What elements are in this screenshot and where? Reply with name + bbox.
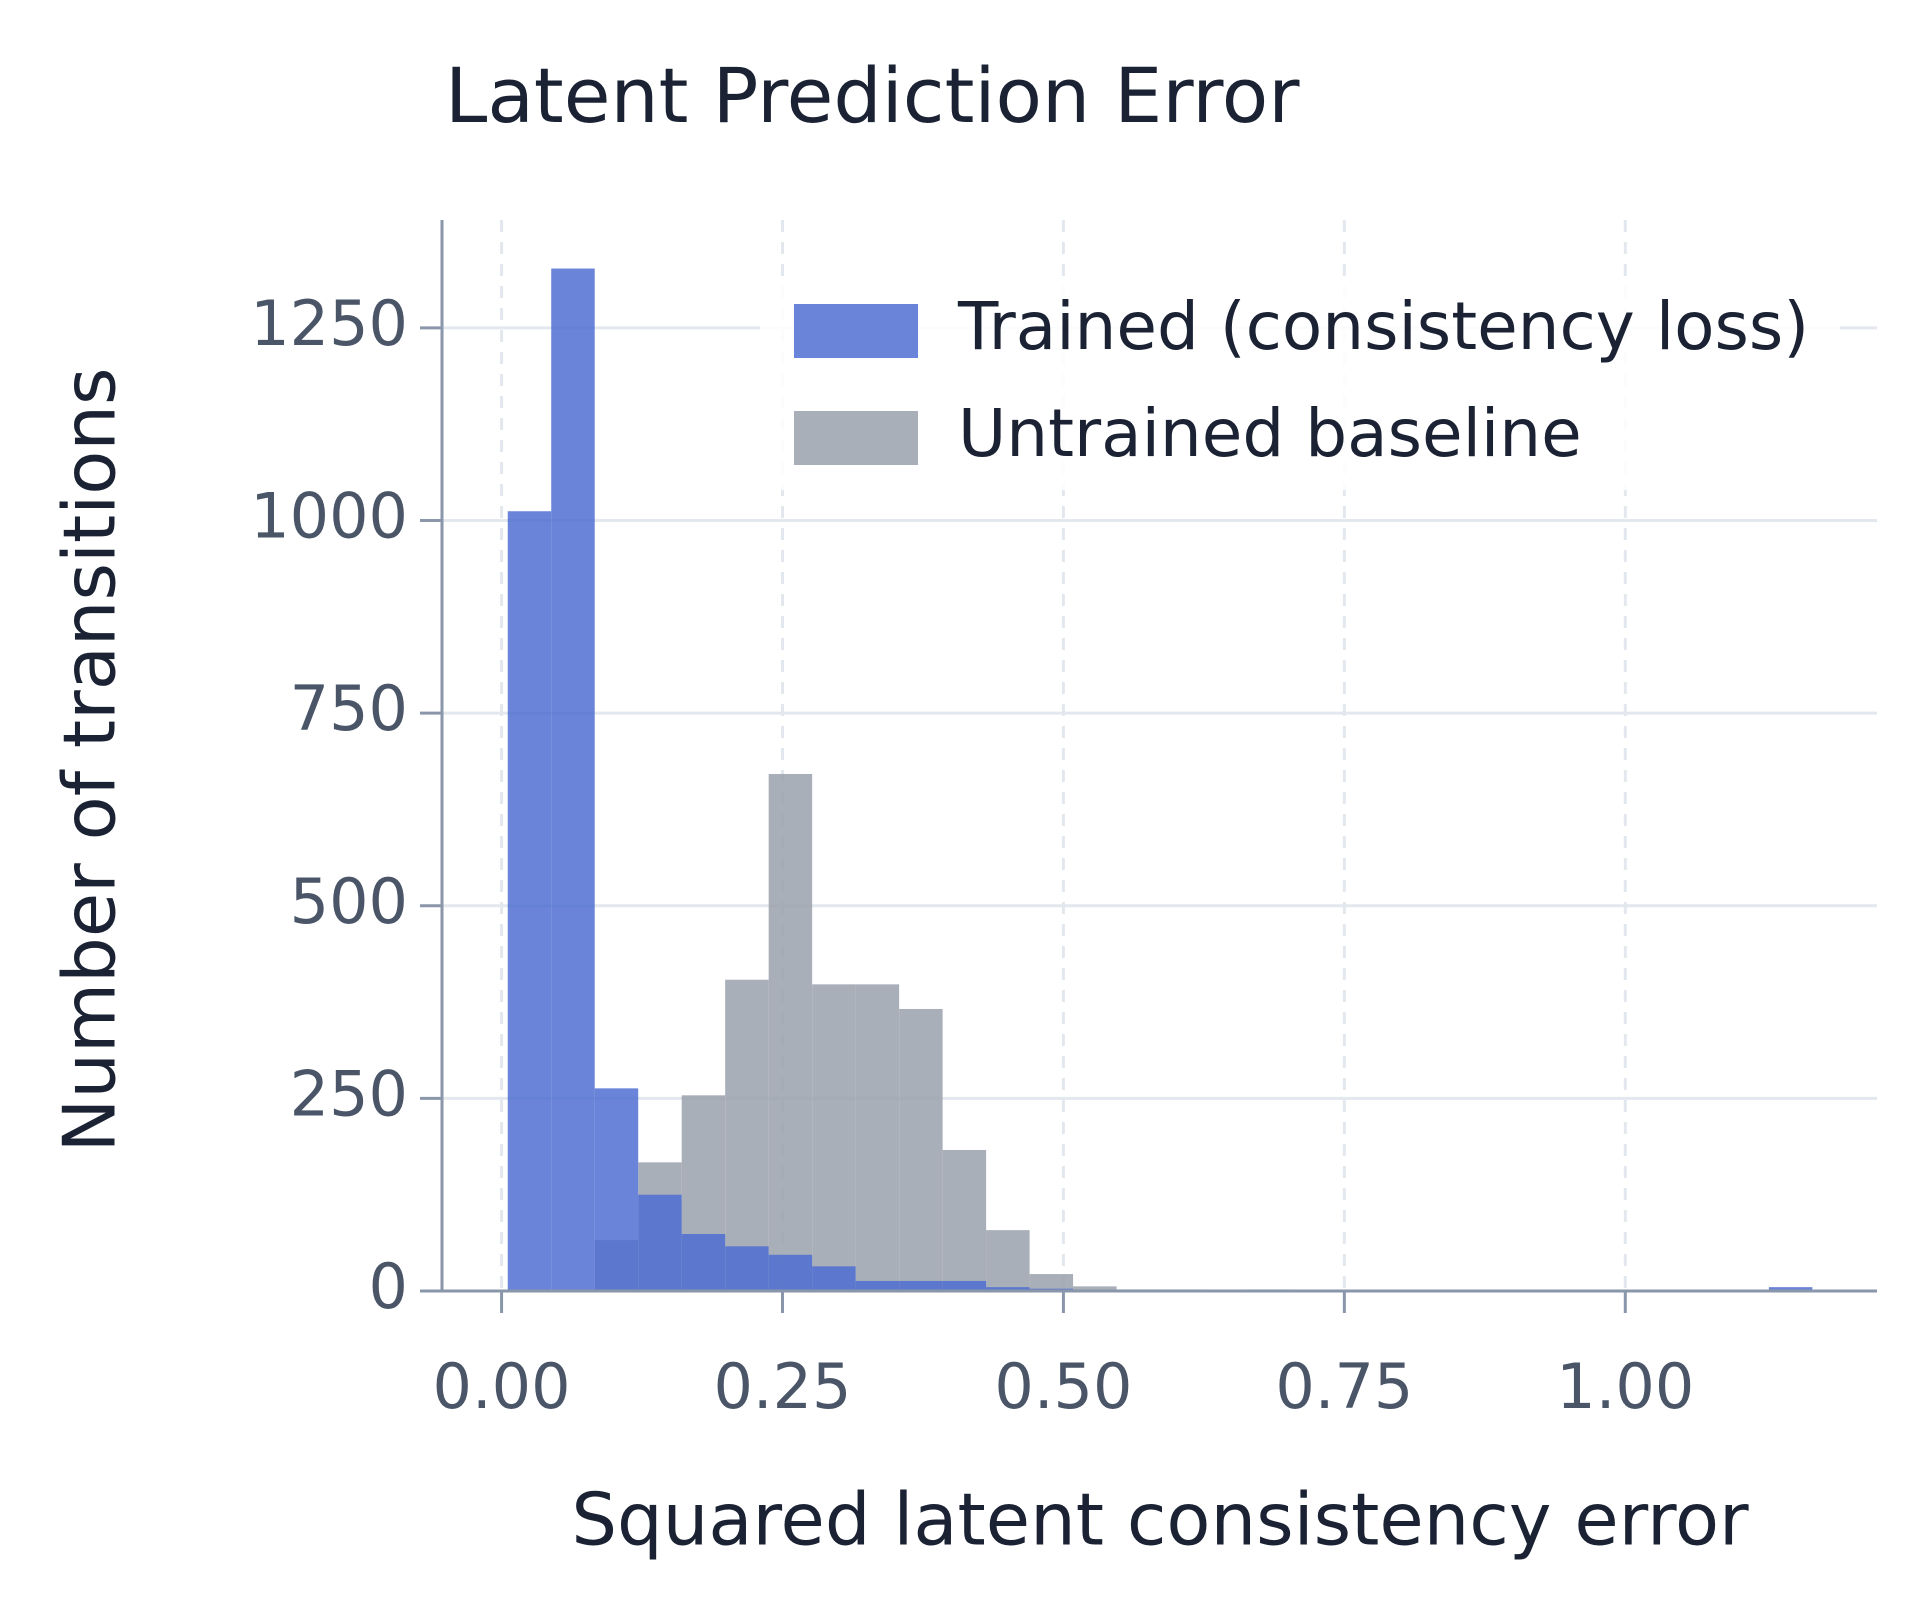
y-tick-label: 750 — [290, 672, 408, 745]
bar — [1073, 1286, 1117, 1291]
bar — [986, 1230, 1030, 1291]
bar — [725, 979, 769, 1291]
x-tick-label: 0.25 — [713, 1350, 851, 1423]
y-tick-label: 1000 — [250, 480, 408, 553]
bar — [725, 1246, 769, 1291]
x-axis-label: Squared latent consistency error — [571, 1478, 1749, 1562]
y-tick-label: 0 — [369, 1250, 408, 1323]
bar — [899, 1008, 943, 1291]
legend-swatch — [794, 304, 918, 358]
bar — [551, 268, 595, 1291]
y-axis-label: Number of transitions — [48, 368, 132, 1153]
bar — [507, 511, 552, 1291]
y-tick-label: 1250 — [250, 287, 408, 360]
bar — [1029, 1274, 1074, 1291]
bar — [681, 1233, 726, 1291]
bar — [812, 1266, 856, 1291]
bar — [1768, 1287, 1813, 1291]
y-tick-label: 500 — [290, 865, 408, 938]
legend-label: Untrained baseline — [958, 395, 1582, 472]
bar — [768, 773, 813, 1291]
x-tick-label: 0.75 — [1275, 1350, 1413, 1423]
chart-title: Latent Prediction Error — [445, 51, 1300, 140]
bar — [638, 1194, 682, 1291]
y-tick-label: 250 — [290, 1057, 408, 1130]
x-tick-label: 0.00 — [433, 1350, 571, 1423]
bar — [855, 984, 900, 1291]
bar — [768, 1254, 813, 1291]
bar — [986, 1287, 1030, 1291]
bar — [812, 984, 856, 1291]
x-tick-label: 1.00 — [1556, 1350, 1694, 1423]
x-tick-label: 0.50 — [994, 1350, 1132, 1423]
legend-background — [760, 280, 1840, 490]
legend-label: Trained (consistency loss) — [957, 288, 1809, 365]
bar — [899, 1280, 943, 1291]
bar — [942, 1149, 987, 1291]
legend-swatch — [794, 411, 918, 465]
bar — [942, 1280, 987, 1291]
bar — [855, 1280, 900, 1291]
bar — [594, 1088, 639, 1291]
